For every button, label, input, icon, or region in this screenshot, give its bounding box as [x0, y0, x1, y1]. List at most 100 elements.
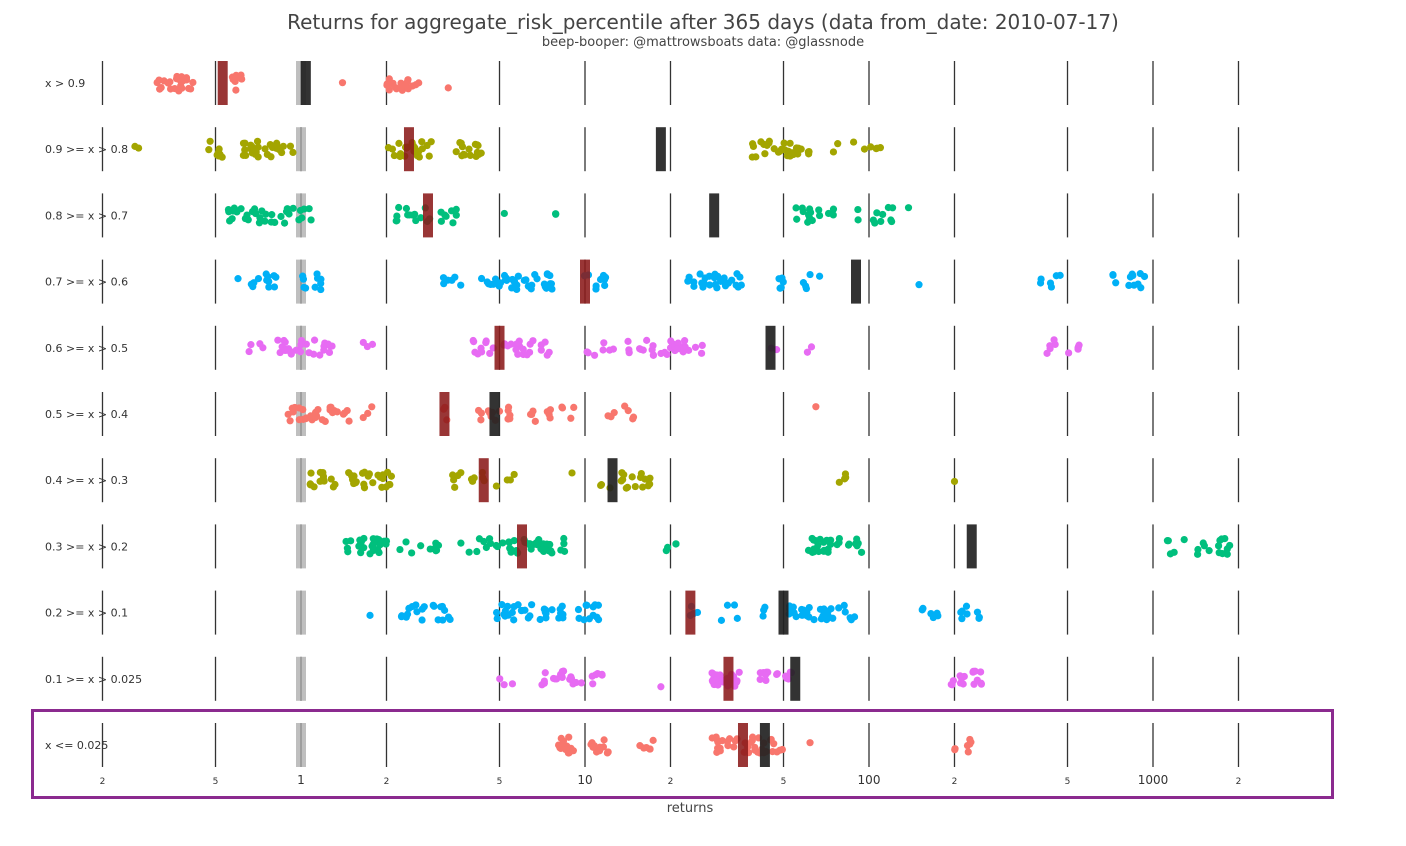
data-point: [205, 146, 213, 154]
data-point: [681, 337, 689, 345]
data-point: [548, 606, 556, 614]
data-point: [560, 534, 568, 543]
data-point: [239, 151, 247, 159]
data-point: [558, 602, 566, 610]
data-point: [776, 746, 784, 754]
median-bar: [403, 127, 414, 172]
data-point: [636, 473, 645, 482]
x-tick-label: 2: [1236, 777, 1242, 787]
row-1: 0.9 >= x > 0.8: [45, 127, 1240, 172]
mean-bar: [778, 590, 789, 635]
data-point: [131, 142, 139, 150]
data-point: [503, 476, 511, 484]
data-point: [189, 78, 197, 87]
data-point: [792, 613, 800, 621]
row-label: 0.2 >= x > 0.1: [45, 607, 128, 620]
data-point: [835, 604, 843, 612]
data-point: [477, 416, 485, 424]
data-point: [289, 148, 297, 157]
reference-band: [296, 590, 306, 635]
data-point: [552, 210, 560, 218]
data-point: [649, 736, 657, 744]
data-point: [959, 680, 967, 688]
median-bar: [217, 61, 228, 105]
data-point: [316, 468, 324, 477]
data-point: [418, 605, 426, 613]
data-point: [493, 542, 502, 551]
data-point: [286, 142, 295, 150]
data-point: [283, 346, 291, 354]
data-point: [853, 542, 861, 550]
data-point: [559, 739, 567, 747]
data-point: [155, 76, 163, 84]
data-point: [320, 346, 328, 354]
data-point: [606, 346, 614, 354]
data-point: [307, 216, 315, 224]
data-point: [366, 611, 374, 619]
data-point: [526, 540, 534, 548]
data-point: [730, 601, 739, 609]
data-point: [1216, 536, 1224, 544]
data-point: [877, 217, 885, 226]
data-point: [588, 672, 596, 680]
data-point: [275, 146, 283, 154]
median-bar: [723, 656, 734, 701]
data-point: [1074, 345, 1082, 353]
data-point: [1200, 542, 1208, 550]
data-point: [396, 545, 404, 554]
median-bar: [737, 723, 748, 767]
data-point: [177, 77, 185, 85]
data-point: [735, 668, 743, 676]
data-point: [164, 79, 172, 87]
data-point: [501, 612, 509, 620]
data-point: [350, 479, 358, 488]
data-point: [1163, 537, 1172, 545]
data-point: [458, 143, 467, 151]
data-point: [345, 417, 353, 425]
data-point: [1223, 545, 1231, 553]
data-point: [628, 473, 636, 481]
data-point: [958, 615, 966, 623]
data-point: [1214, 542, 1223, 550]
data-point: [392, 85, 401, 93]
data-point: [317, 275, 325, 283]
row-label: x <= 0.025: [45, 739, 108, 752]
data-point: [1109, 271, 1117, 279]
data-point: [298, 214, 306, 222]
data-point: [173, 72, 181, 81]
data-point: [589, 611, 597, 619]
data-point: [691, 343, 700, 351]
data-point: [307, 469, 315, 477]
data-point: [241, 146, 249, 154]
data-point: [777, 284, 785, 292]
data-point: [820, 546, 828, 554]
data-point: [215, 152, 223, 160]
data-point: [854, 216, 862, 224]
data-point: [1112, 279, 1120, 287]
data-point: [512, 340, 520, 348]
data-point: [444, 84, 452, 92]
data-point: [560, 540, 568, 548]
data-point: [498, 601, 506, 609]
data-point: [841, 475, 849, 483]
reference-band: [296, 458, 306, 503]
row-10: x <= 0.025: [45, 723, 1240, 767]
data-point: [624, 407, 632, 415]
data-point: [469, 336, 477, 345]
row-label: 0.7 >= x > 0.6: [45, 276, 128, 289]
median-bar: [478, 458, 489, 503]
data-point: [697, 349, 706, 357]
x-tick-label: 1: [297, 773, 305, 787]
data-point: [661, 348, 669, 356]
data-point: [402, 613, 410, 621]
data-point: [541, 669, 549, 677]
row-2: 0.8 >= x > 0.7: [45, 193, 1240, 238]
data-point: [526, 612, 534, 620]
data-point: [411, 210, 419, 218]
data-point: [829, 148, 838, 156]
data-point: [228, 215, 236, 223]
data-point: [299, 275, 308, 283]
data-point: [698, 341, 706, 350]
x-tick-label: 5: [781, 777, 787, 787]
row-label: 0.9 >= x > 0.8: [45, 143, 128, 156]
